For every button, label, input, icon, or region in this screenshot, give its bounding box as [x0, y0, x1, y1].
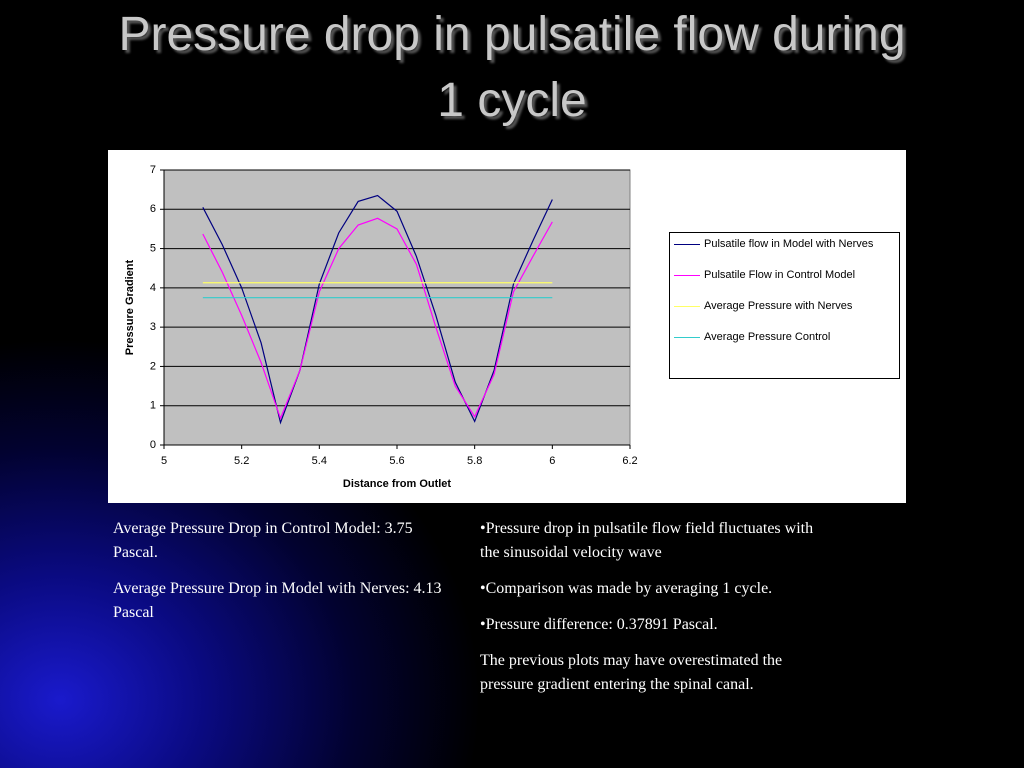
legend-label: Pulsatile Flow in Control Model	[704, 269, 856, 281]
x-tick-label: 5.6	[389, 455, 404, 467]
legend-entry: Pulsatile flow in Model with Nerves	[674, 237, 895, 259]
plot-area	[163, 169, 631, 446]
paragraph: Average Pressure Drop in Control Model: …	[113, 520, 413, 561]
x-tick-label: 5.2	[234, 455, 249, 467]
legend-entry: Pulsatile Flow in Control Model	[674, 268, 895, 290]
legend-swatch	[674, 275, 700, 276]
legend-label: Average Pressure with Nerves	[704, 300, 853, 312]
series-line	[202, 217, 553, 420]
legend-swatch	[674, 337, 700, 338]
y-tick-label: 3	[150, 321, 156, 333]
x-tick-label: 5.4	[312, 455, 327, 467]
y-tick-label: 0	[150, 439, 156, 451]
legend-swatch	[674, 244, 700, 245]
x-tick-label: 5.8	[467, 455, 482, 467]
x-tick-label: 6.2	[622, 455, 637, 467]
legend-swatch	[674, 306, 700, 307]
legend: Pulsatile flow in Model with Nerves Pulsa…	[669, 232, 900, 379]
slide-title: Pressure drop in pulsatile flow during 1…	[118, 8, 906, 127]
right-text: •Pressure drop in pulsatile flow field f…	[480, 517, 825, 709]
chart-svg: 0 1 2 3 4 5 6 7 5 5.2 5.4 5.6 5.8 6 6.2 Distance from O…	[124, 164, 638, 490]
x-tick-label: 5	[161, 455, 167, 467]
y-axis-label: Pressure Gradient	[124, 259, 136, 355]
chart: 0 1 2 3 4 5 6 7 5 5.2 5.4 5.6 5.8 6 6.2 Distance from O…	[108, 150, 906, 503]
paragraph: •Comparison was made by averaging 1 cycl…	[480, 580, 773, 597]
paragraph: •Pressure difference: 0.37891 Pascal.	[480, 616, 718, 633]
series-line	[202, 194, 553, 425]
legend-label: Pulsatile flow in Model with Nerves	[704, 238, 874, 250]
y-tick-label: 5	[150, 242, 156, 254]
x-axis-label: Distance from Outlet	[343, 478, 452, 490]
y-tick-label: 6	[150, 203, 156, 215]
y-tick-label: 1	[150, 400, 156, 412]
paragraph: The previous plots may have overestimate…	[480, 652, 783, 693]
y-tick-label: 7	[150, 164, 156, 176]
paragraph: Average Pressure Drop in Model with Nerv…	[113, 580, 442, 621]
left-text: Average Pressure Drop in Control Model: …	[113, 517, 448, 637]
legend-entry: Average Pressure with Nerves	[674, 299, 895, 321]
legend-entry: Average Pressure Control	[674, 330, 895, 352]
x-tick-label: 6	[549, 455, 555, 467]
paragraph: •Pressure drop in pulsatile flow field f…	[480, 520, 814, 561]
legend-label: Average Pressure Control	[704, 331, 831, 343]
y-tick-label: 2	[150, 360, 156, 372]
y-tick-label: 4	[150, 282, 156, 294]
